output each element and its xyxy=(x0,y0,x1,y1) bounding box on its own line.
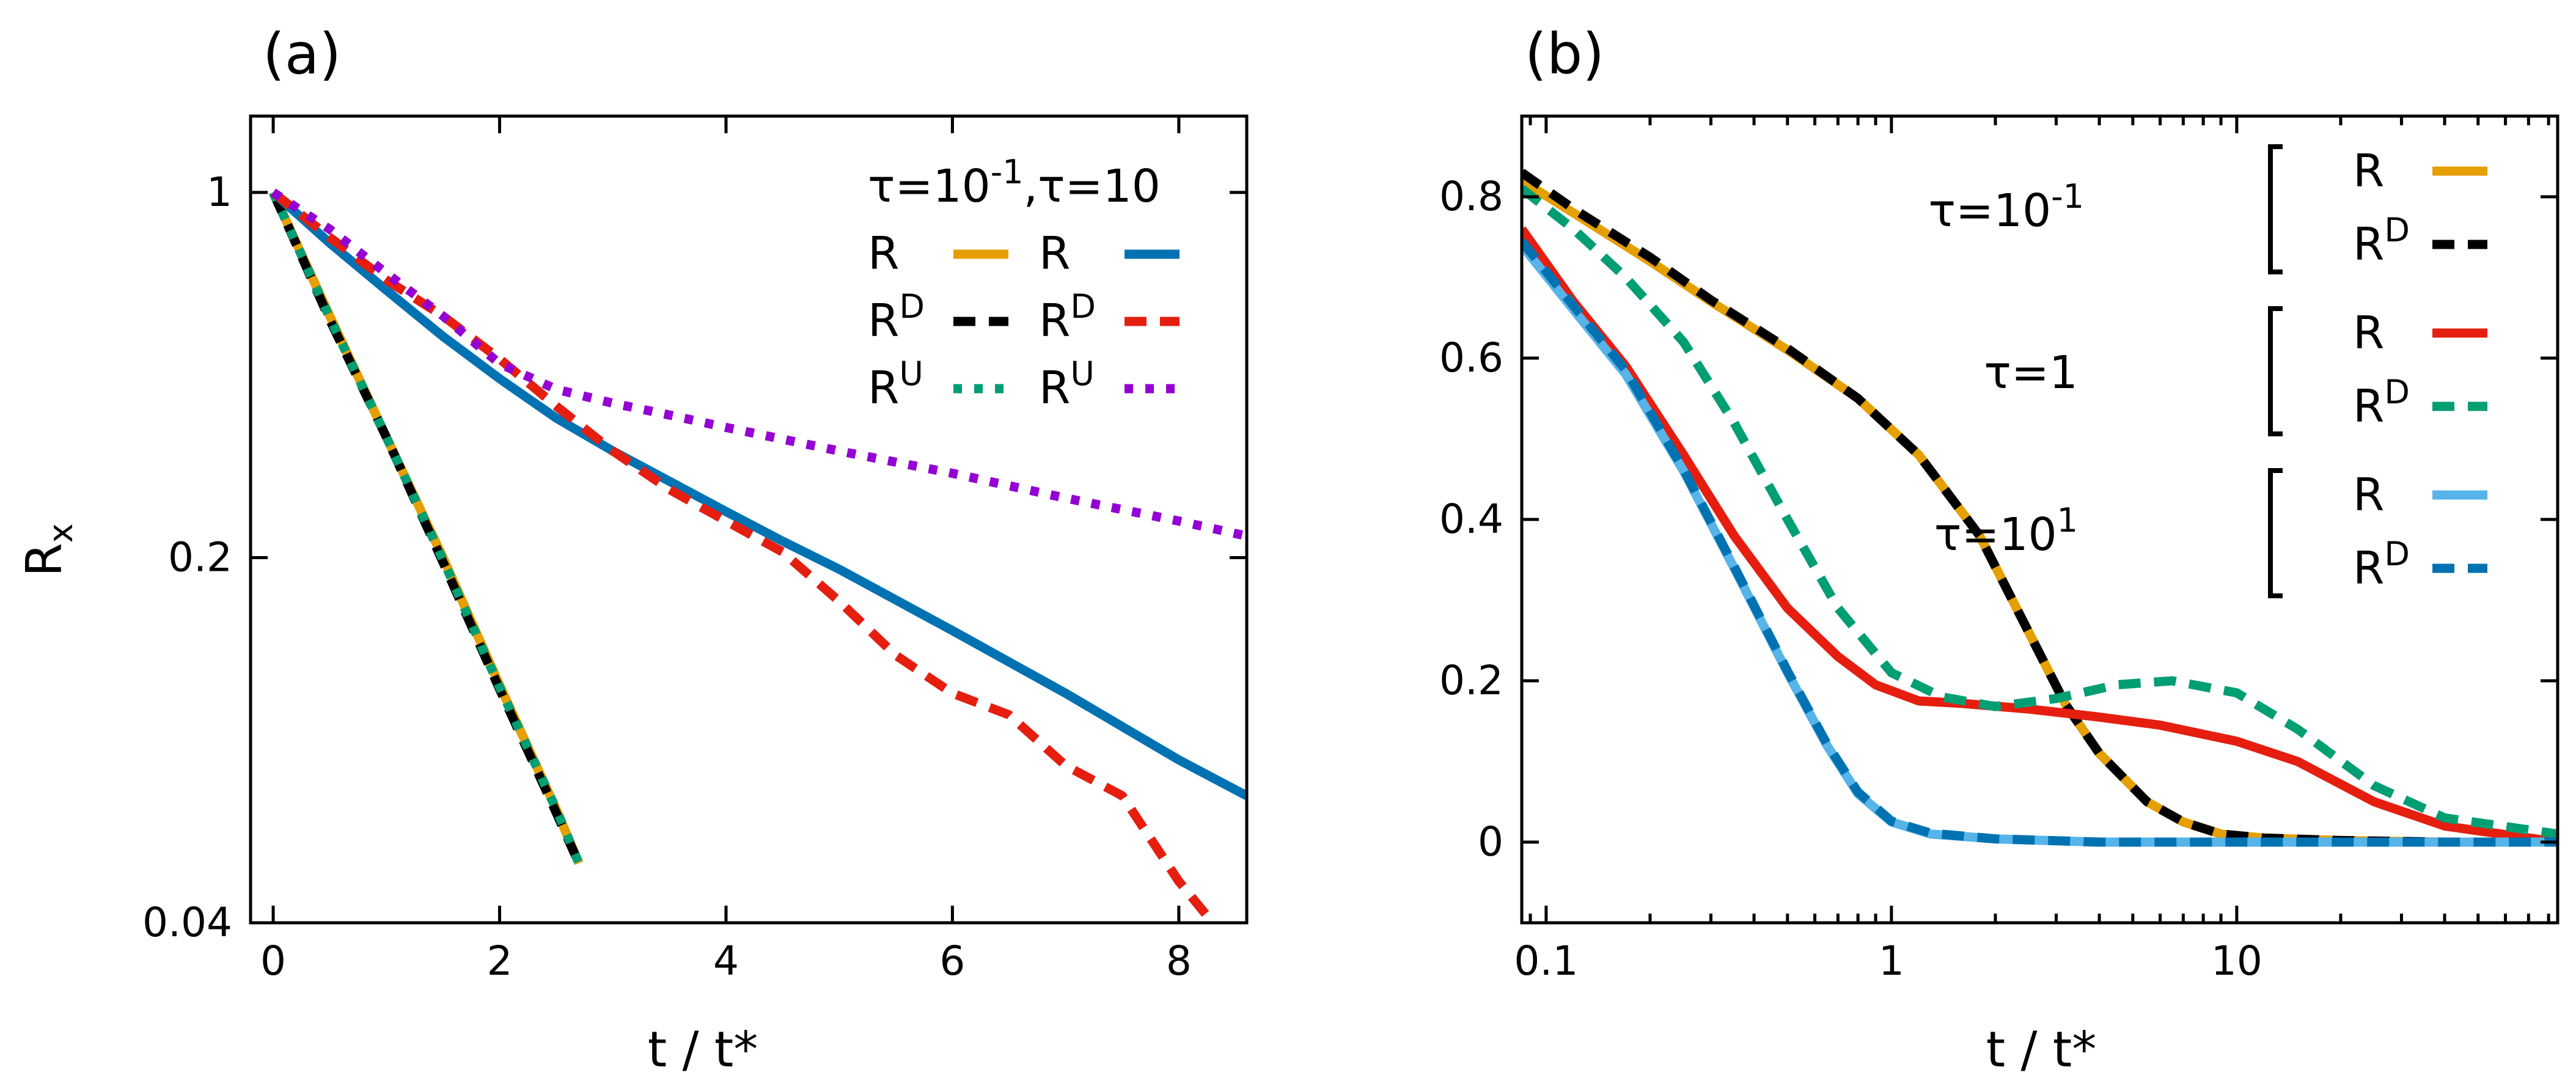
y-axis-title: Rx xyxy=(16,523,80,577)
panel-a-letter: (a) xyxy=(263,21,341,87)
legend-b: τ=10-1 R RD τ=1 R RD τ=101 R RD xyxy=(1928,144,2487,598)
panel-b-letter: (b) xyxy=(1525,21,1604,87)
legend-b-label: RD xyxy=(2353,211,2410,271)
legend-a: τ=10-1,τ=10 R R RD RD RU RU xyxy=(868,153,1180,414)
y-tick-label-a: 1 xyxy=(207,169,232,216)
plot-frame-a xyxy=(249,114,1249,925)
panel-b: 0.1 1 10 0 0.2 0.4 0.6 0.8 xyxy=(1439,114,2559,985)
series-a-3 xyxy=(270,189,1247,800)
series-b-1 xyxy=(1522,169,2558,847)
series-a-1 xyxy=(269,190,584,865)
y-tick-label-b: 0.2 xyxy=(1439,657,1503,704)
series-b-2 xyxy=(1522,226,2558,847)
y-tick-label-b: 0.4 xyxy=(1439,496,1503,543)
legend-a-label: RU xyxy=(1039,354,1095,414)
legend-b-bracket xyxy=(2268,144,2283,274)
legend-a-label: RU xyxy=(868,354,923,414)
legend-b-bracket xyxy=(2268,468,2283,598)
series-a-5 xyxy=(270,188,1247,541)
legend-a-label: R xyxy=(868,227,899,280)
y-tick-label-b: 0.8 xyxy=(1439,173,1503,220)
legend-b-label: R xyxy=(2353,307,2384,359)
x-tick-label-b: 0.1 xyxy=(1514,937,1578,985)
legend-b-group-label: τ=10-1 xyxy=(1928,177,2084,237)
legend-a-label: RD xyxy=(868,287,925,347)
legend-b-bracket xyxy=(2268,306,2283,436)
x-axis-title-b: t / t* xyxy=(1986,1021,2097,1078)
legend-b-label: R xyxy=(2353,145,2384,197)
y-tick-label-b: 0 xyxy=(1478,818,1503,865)
legend-b-label: RD xyxy=(2353,373,2410,433)
x-tick-label-b: 10 xyxy=(2211,937,2262,985)
series-a-4 xyxy=(270,189,1217,923)
legend-a-label: R xyxy=(1039,227,1070,280)
series-b-5 xyxy=(1522,238,2558,847)
legend-b-group-label: τ=101 xyxy=(1934,501,2078,561)
x-tick-label-b: 1 xyxy=(1879,937,1904,985)
x-tick-label-a: 2 xyxy=(487,937,513,985)
y-tick-label-b: 0.6 xyxy=(1439,334,1503,381)
y-tick-label-a: 0.2 xyxy=(168,534,232,581)
legend-a-title: τ=10-1,τ=10 xyxy=(868,153,1161,213)
x-tick-label-a: 0 xyxy=(260,937,286,985)
x-tick-label-a: 4 xyxy=(713,937,739,985)
x-tick-label-a: 8 xyxy=(1166,937,1192,985)
legend-b-label: R xyxy=(2353,469,2384,521)
panel-a: 0 2 4 6 8 1 0.2 0.04 xyxy=(142,114,1249,985)
x-axis-title-a: t / t* xyxy=(648,1021,758,1078)
x-tick-label-a: 6 xyxy=(939,937,965,985)
y-tick-label-a: 0.04 xyxy=(142,899,232,946)
legend-a-label: RD xyxy=(1039,287,1096,347)
legend-b-label: RD xyxy=(2353,535,2410,595)
legend-b-group-label: τ=1 xyxy=(1984,346,2078,399)
